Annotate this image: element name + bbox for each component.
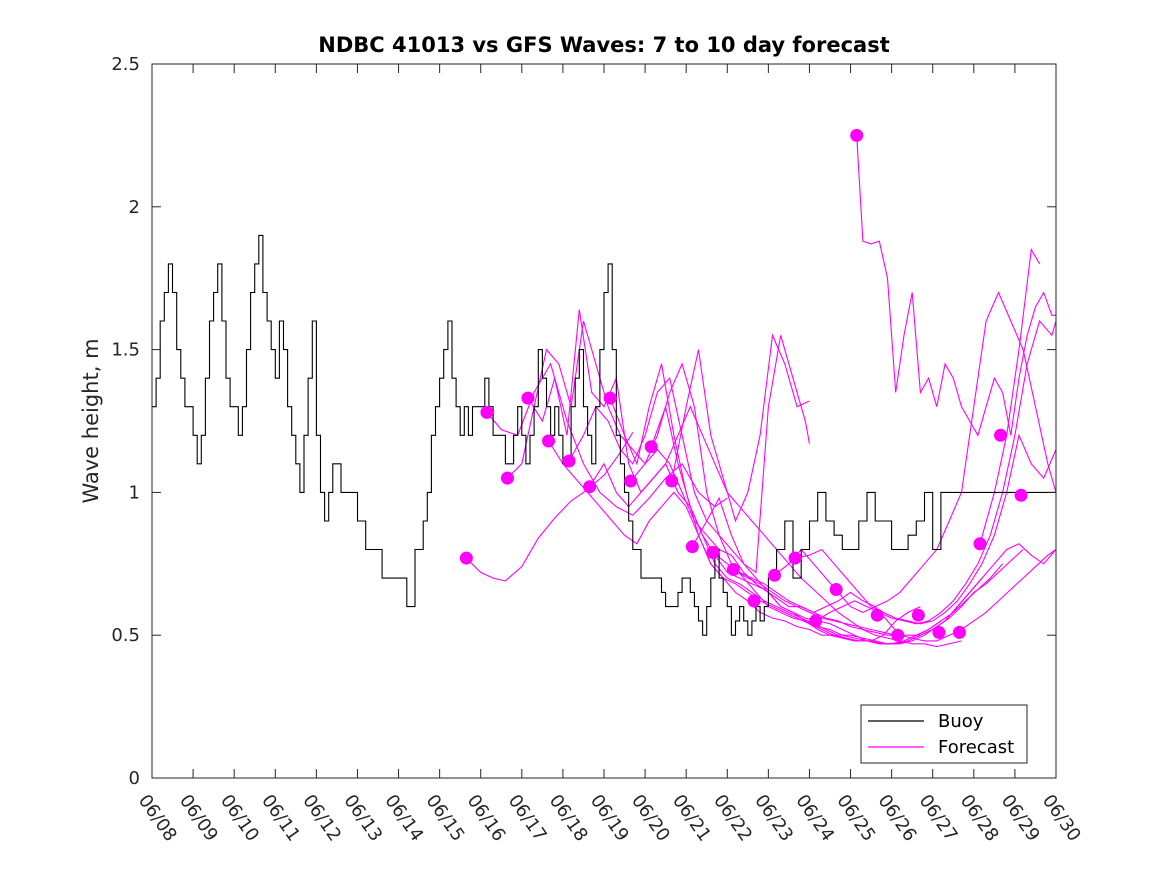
x-tick-label: 06/12 bbox=[298, 791, 345, 846]
forecast-trace bbox=[815, 319, 1057, 625]
forecast-start-marker bbox=[706, 545, 720, 559]
forecast-start-marker bbox=[788, 551, 802, 565]
y-tick-label: 2 bbox=[129, 197, 140, 218]
x-tick-label: 06/18 bbox=[545, 791, 592, 846]
x-tick-label: 06/24 bbox=[791, 791, 838, 846]
x-tick-label: 06/22 bbox=[709, 791, 756, 846]
x-tick-label: 06/29 bbox=[997, 791, 1044, 846]
forecast-start-marker bbox=[542, 434, 556, 448]
forecast-start-marker bbox=[973, 537, 987, 551]
legend-buoy-label: Buoy bbox=[938, 711, 984, 732]
forecast-start-marker bbox=[1014, 488, 1028, 502]
x-tick-label: 06/19 bbox=[586, 791, 633, 846]
forecast-start-marker bbox=[891, 628, 905, 642]
forecast-trace bbox=[979, 247, 1041, 544]
x-tick-label: 06/15 bbox=[422, 791, 469, 846]
x-tick-label: 06/21 bbox=[668, 791, 715, 846]
forecast-start-marker bbox=[603, 391, 617, 405]
x-tick-label: 06/23 bbox=[750, 791, 797, 846]
forecast-start-marker bbox=[809, 614, 823, 628]
forecast-trace bbox=[794, 433, 1057, 625]
forecast-start-marker bbox=[665, 474, 679, 488]
forecast-start-marker bbox=[521, 391, 535, 405]
forecast-start-marker bbox=[952, 625, 966, 639]
forecast-trace bbox=[486, 362, 728, 516]
legend-box bbox=[860, 704, 1028, 764]
forecast-start-marker bbox=[932, 625, 946, 639]
x-tick-label: 06/10 bbox=[216, 791, 263, 846]
plot-background bbox=[152, 64, 1056, 778]
x-tick-label: 06/27 bbox=[915, 791, 962, 846]
y-tick-label: 0.5 bbox=[111, 625, 140, 646]
forecast-start-marker bbox=[500, 471, 514, 485]
forecast-start-marker bbox=[768, 568, 782, 582]
chart-title: NDBC 41013 vs GFS Waves: 7 to 10 day for… bbox=[318, 33, 889, 57]
x-tick-label: 06/25 bbox=[832, 791, 879, 846]
x-tick-label: 06/26 bbox=[874, 791, 921, 846]
forecast-trace bbox=[856, 135, 1056, 437]
forecast-start-marker bbox=[685, 540, 699, 554]
y-tick-label: 2.5 bbox=[111, 54, 140, 75]
x-tick-label: 06/30 bbox=[1038, 791, 1085, 846]
forecast-start-marker bbox=[583, 480, 597, 494]
x-tick-label: 06/20 bbox=[627, 791, 674, 846]
forecast-start-marker bbox=[726, 563, 740, 577]
forecast-start-marker bbox=[459, 551, 473, 565]
y-axis-label: Wave height, m bbox=[79, 338, 103, 503]
x-tick-label: 06/11 bbox=[257, 791, 304, 846]
forecast-start-marker bbox=[829, 583, 843, 597]
x-tick-label: 06/28 bbox=[956, 791, 1003, 846]
x-tick-label: 06/17 bbox=[504, 791, 551, 846]
legend: Buoy Forecast bbox=[860, 704, 1028, 764]
forecast-start-marker bbox=[994, 428, 1008, 442]
forecast-start-marker bbox=[870, 608, 884, 622]
forecast-start-marker bbox=[480, 405, 494, 419]
legend-forecast-label: Forecast bbox=[938, 737, 1014, 758]
y-tick-label: 0 bbox=[129, 768, 140, 789]
forecast-markers bbox=[459, 128, 1028, 642]
forecast-start-marker bbox=[911, 608, 925, 622]
forecast-trace bbox=[507, 320, 868, 642]
forecast-start-marker bbox=[624, 474, 638, 488]
forecast-start-marker bbox=[562, 454, 576, 468]
x-tick-label: 06/09 bbox=[175, 791, 222, 846]
x-tick-label: 06/14 bbox=[380, 791, 427, 846]
forecast-start-marker bbox=[850, 128, 864, 142]
x-tick-label: 06/08 bbox=[134, 791, 181, 846]
x-tick-label: 06/16 bbox=[463, 791, 510, 846]
x-tick-label: 06/13 bbox=[339, 791, 386, 846]
y-tick-label: 1 bbox=[129, 482, 140, 503]
forecast-trace bbox=[774, 291, 1057, 614]
forecast-trace bbox=[691, 335, 811, 574]
forecast-start-marker bbox=[644, 440, 658, 454]
y-tick-label: 1.5 bbox=[111, 340, 140, 361]
forecast-start-marker bbox=[747, 594, 761, 608]
forecast-trace bbox=[712, 549, 1057, 642]
forecast-trace bbox=[671, 333, 810, 523]
